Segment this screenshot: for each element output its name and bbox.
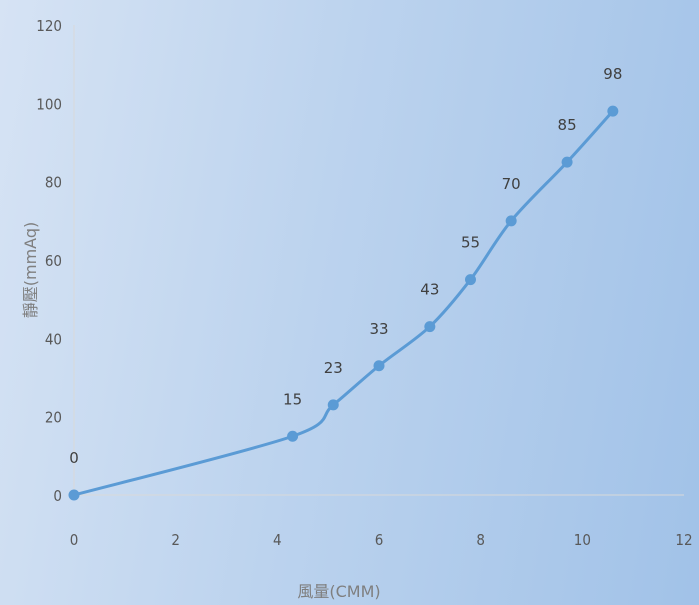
data-point — [561, 156, 573, 168]
y-tick-label: 20 — [45, 409, 62, 427]
series-line — [73, 110, 614, 497]
x-tick-label: 8 — [476, 531, 485, 549]
data-point — [68, 489, 80, 501]
y-axis-title: 靜壓(mmAq) — [21, 222, 40, 318]
data-point — [607, 105, 619, 117]
x-tick-labels: 0 2 4 6 8 10 12 — [70, 531, 693, 549]
data-label: 0 — [69, 449, 79, 467]
axes — [73, 25, 684, 496]
data-point — [424, 321, 436, 333]
data-label: 85 — [558, 116, 577, 134]
x-tick-label: 0 — [70, 531, 79, 549]
y-tick-label: 120 — [36, 17, 62, 35]
y-tick-labels: 0 20 40 60 80 100 120 — [36, 17, 62, 505]
x-tick-label: 10 — [574, 531, 591, 549]
data-label: 55 — [461, 234, 480, 252]
x-axis-title: 風量(CMM) — [297, 582, 380, 601]
data-point — [327, 399, 339, 411]
y-tick-label: 60 — [45, 252, 62, 270]
series-layer: 0 15 23 33 43 55 70 85 98 — [68, 65, 622, 501]
data-label: 43 — [420, 281, 439, 299]
data-label: 70 — [502, 175, 521, 193]
data-point — [373, 360, 385, 372]
data-label: 98 — [603, 65, 622, 83]
data-point — [505, 215, 517, 227]
y-tick-label: 40 — [45, 330, 62, 348]
x-tick-label: 12 — [675, 531, 692, 549]
y-tick-label: 80 — [45, 174, 62, 192]
y-tick-label: 100 — [36, 95, 62, 113]
x-tick-label: 4 — [273, 531, 282, 549]
x-tick-label: 2 — [171, 531, 180, 549]
x-tick-label: 6 — [375, 531, 384, 549]
y-tick-label: 0 — [53, 487, 62, 505]
data-point — [287, 430, 299, 442]
data-point — [465, 274, 476, 286]
data-label: 23 — [324, 359, 343, 377]
data-label: 15 — [283, 390, 302, 408]
data-label: 33 — [369, 320, 388, 338]
